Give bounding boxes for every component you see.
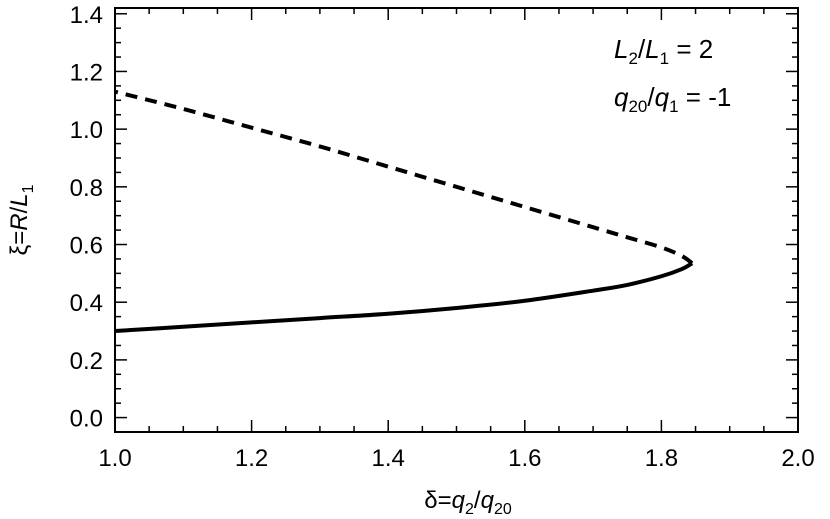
y-tick-label: 0.2 [70, 348, 103, 375]
y-tick-label: 0.0 [70, 406, 103, 433]
y-tick-label: 0.6 [70, 233, 103, 260]
x-tick-label: 1.6 [508, 445, 541, 472]
annotation-charge-ratio: q20/q1 = -1 [614, 82, 731, 116]
y-tick-label: 1.0 [70, 117, 103, 144]
x-tick-label: 1.2 [235, 445, 268, 472]
annotation-length-ratio: L2/L1 = 2 [614, 34, 713, 68]
x-tick-label: 2.0 [781, 445, 814, 472]
y-tick-label: 0.4 [70, 290, 103, 317]
axis-ticks [114, 8, 799, 432]
plot-frame [114, 7, 799, 433]
x-tick-label: 1.0 [98, 445, 131, 472]
x-axis-label: δ=q2/q20 [424, 487, 512, 518]
y-tick-label: 1.2 [70, 59, 103, 86]
series-group [114, 89, 694, 334]
y-axis-label: ξ=R/L1 [6, 184, 37, 255]
tick-labels: 1.0 1.2 1.4 1.6 1.8 2.0 0.0 0.2 0.4 0.6 0.8 1.0 1.2 1… [70, 2, 815, 472]
series-dashed-line [114, 89, 694, 265]
y-tick-label: 1.4 [70, 2, 103, 29]
series-solid-line [114, 261, 694, 334]
x-tick-label: 1.4 [372, 445, 405, 472]
x-tick-label: 1.8 [645, 445, 678, 472]
y-tick-label: 0.8 [70, 175, 103, 202]
